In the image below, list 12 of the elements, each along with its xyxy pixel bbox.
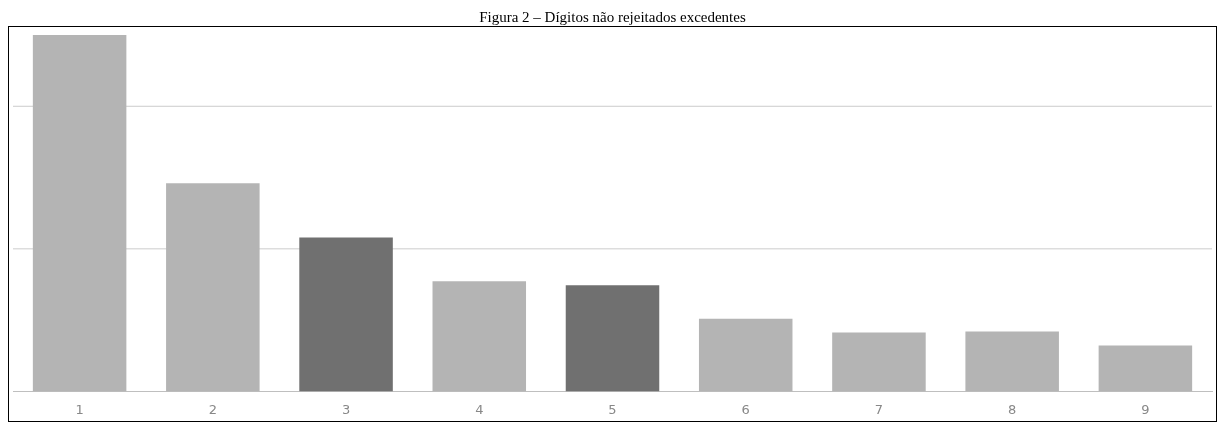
x-tick-label: 1 — [75, 401, 84, 417]
x-tick-label: 8 — [1008, 401, 1017, 417]
bar — [299, 237, 393, 392]
x-tick-label: 5 — [608, 401, 617, 417]
x-tick-label: 9 — [1141, 401, 1150, 417]
chart-title: Figura 2 – Dígitos não rejeitados excedentes — [478, 8, 747, 26]
x-tick-label: 7 — [874, 401, 884, 417]
x-tick-label: 4 — [475, 401, 484, 417]
x-tick-label: 2 — [208, 401, 217, 417]
bar — [565, 285, 660, 392]
x-tick-label: 3 — [341, 401, 351, 417]
x-tick-label: 6 — [741, 401, 750, 417]
